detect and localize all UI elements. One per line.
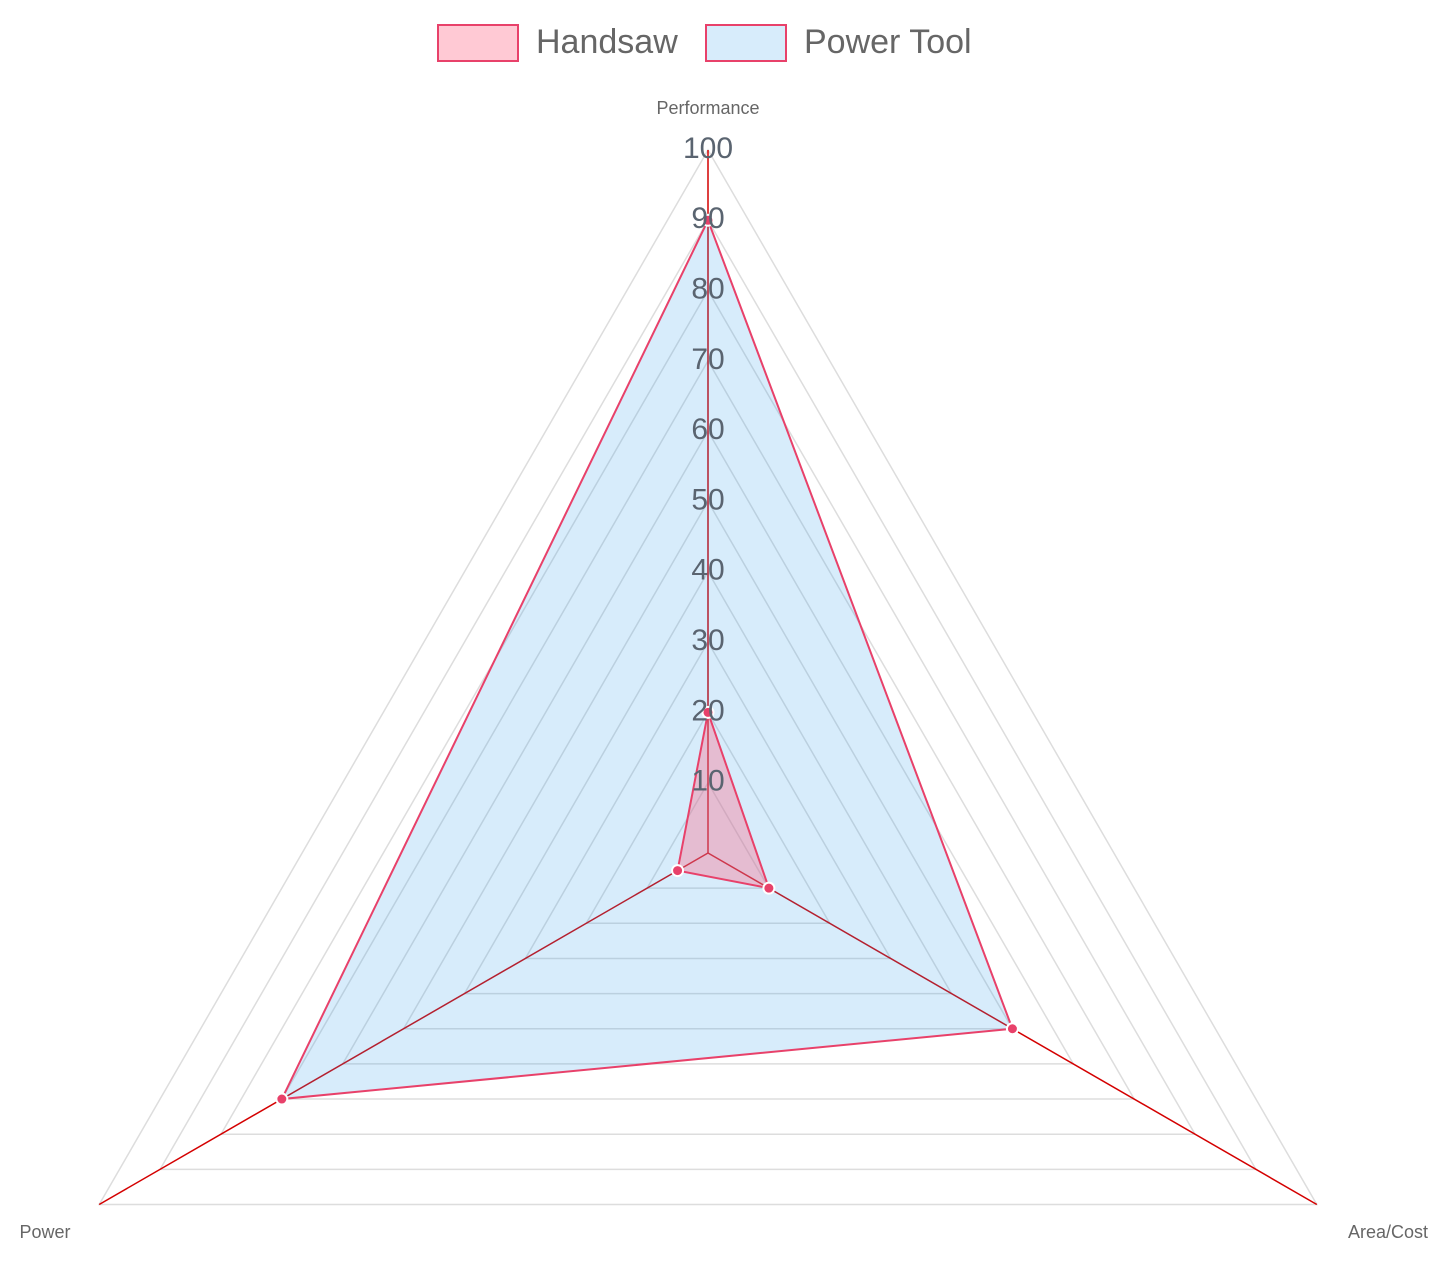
legend-label: Handsaw xyxy=(536,23,678,61)
legend-label: Power Tool xyxy=(804,23,972,61)
grid-line xyxy=(645,781,771,889)
r-tick-label: 30 xyxy=(691,624,724,657)
grid-line xyxy=(219,289,1197,1135)
angle-line xyxy=(98,852,709,1206)
r-tick-label: 60 xyxy=(691,413,724,446)
grid-line xyxy=(280,359,1136,1100)
series-area xyxy=(676,708,771,890)
data-point xyxy=(762,881,776,895)
grid-line xyxy=(97,148,1319,1206)
series-area xyxy=(280,217,1014,1101)
grid-line xyxy=(341,429,1075,1065)
r-tick-label: 80 xyxy=(691,273,724,306)
point-label: Area/Cost xyxy=(1348,1222,1428,1242)
data-point xyxy=(701,213,715,227)
legend-swatch xyxy=(437,24,519,62)
data-point xyxy=(275,1092,289,1106)
grid-line xyxy=(158,218,1258,1171)
r-tick-label: 10 xyxy=(691,765,724,798)
point-label: Power xyxy=(19,1222,70,1242)
grid-line xyxy=(463,570,953,995)
data-point xyxy=(701,705,715,719)
grid-line xyxy=(402,500,1014,1030)
r-tick-label: 50 xyxy=(691,483,724,516)
r-tick-label: 40 xyxy=(691,554,724,587)
data-point xyxy=(671,864,685,878)
r-tick-label: 20 xyxy=(691,694,724,727)
point-label: Performance xyxy=(656,98,759,118)
r-tick-label: 70 xyxy=(691,343,724,376)
data-point xyxy=(1005,1022,1019,1036)
r-tick-label: 100 xyxy=(683,132,733,165)
grid-line xyxy=(524,640,892,960)
r-tick-label: 90 xyxy=(691,202,724,235)
grid-line xyxy=(584,710,832,925)
legend-swatch xyxy=(705,24,787,62)
